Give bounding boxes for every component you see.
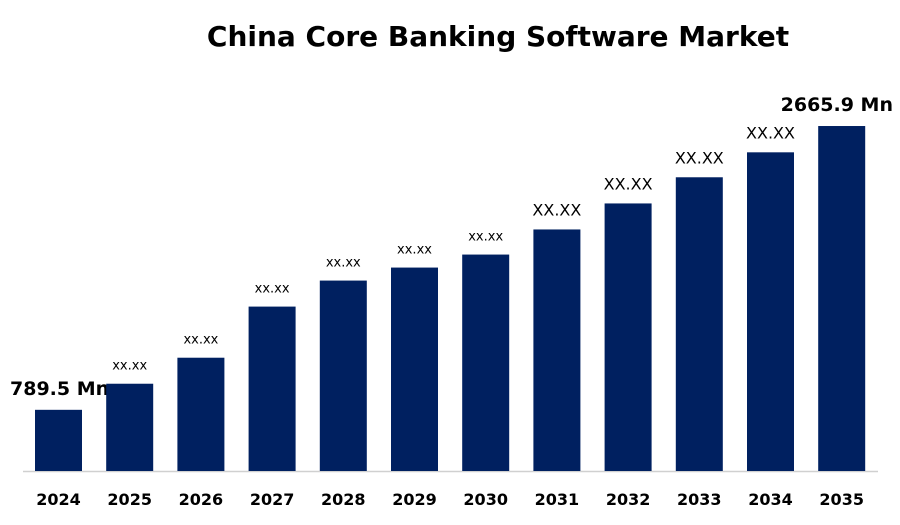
data-label: 789.5 Mn [10, 378, 109, 400]
x-tick-label: 2024 [36, 490, 81, 509]
bar-2029 [391, 267, 438, 471]
x-tick-label: 2034 [748, 490, 793, 509]
bar-2027 [248, 306, 296, 471]
data-label: XX.XX [532, 200, 581, 219]
data-label: XX.XX [604, 174, 653, 193]
data-label: xx.xx [326, 256, 361, 271]
bar-2035 [818, 126, 866, 471]
bar-2024 [35, 409, 82, 471]
bar-2026 [177, 357, 225, 471]
bar-2028 [319, 280, 367, 471]
bar-2034 [747, 152, 794, 472]
bar-2033 [675, 177, 723, 471]
data-label: xx.xx [397, 243, 432, 258]
x-tick-label: 2031 [535, 490, 580, 509]
x-tick-label: 2027 [250, 490, 295, 509]
x-tick-label: 2028 [321, 490, 366, 509]
data-label: xx.xx [468, 230, 503, 245]
bar-2032 [604, 203, 652, 472]
chart-title: China Core Banking Software Market [207, 20, 789, 53]
bar-2031 [533, 229, 581, 471]
bar-2030 [462, 254, 510, 471]
x-tick-label: 2026 [179, 490, 224, 509]
data-label: 2665.9 Mn [781, 94, 893, 116]
data-label: XX.XX [746, 123, 795, 142]
bar-2025 [106, 383, 154, 471]
data-label: XX.XX [675, 148, 724, 167]
x-tick-label: 2030 [463, 490, 508, 509]
data-label: xx.xx [112, 359, 147, 374]
x-tick-label: 2029 [392, 490, 437, 509]
x-tick-label: 2033 [677, 490, 722, 509]
x-tick-label: 2025 [107, 490, 152, 509]
x-tick-label: 2035 [819, 490, 864, 509]
x-tick-label: 2032 [606, 490, 651, 509]
data-label: xx.xx [255, 282, 290, 297]
data-label: xx.xx [183, 333, 218, 348]
